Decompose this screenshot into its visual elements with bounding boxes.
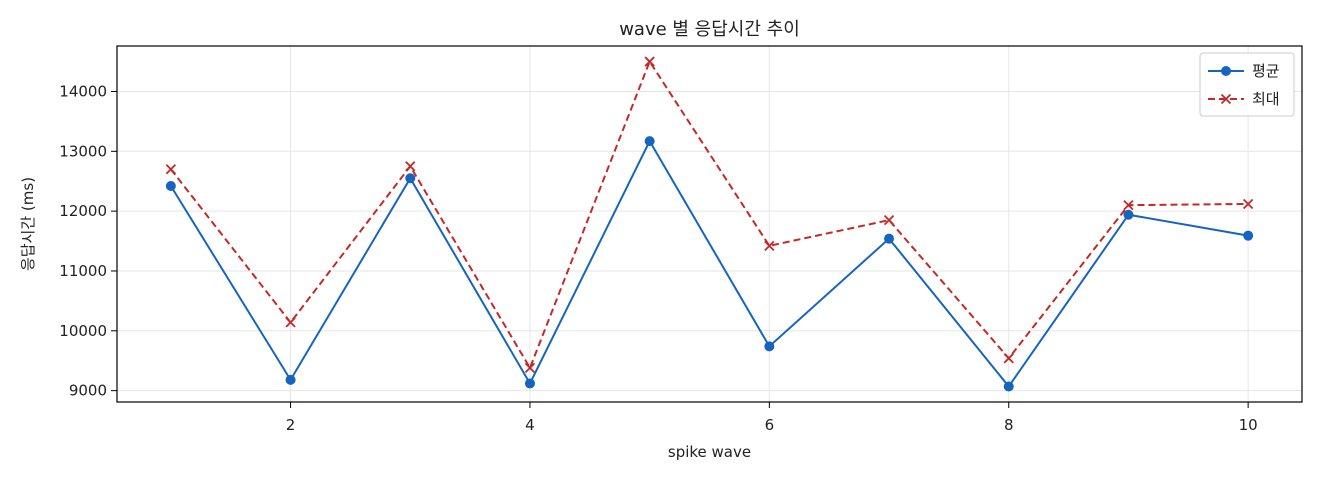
x-axis-label: spike wave <box>668 443 751 461</box>
series-2 <box>165 56 1254 374</box>
series-line <box>170 139 1249 389</box>
chart-title: wave 별 응답시간 추이 <box>619 19 800 40</box>
x-tick-label: 10 <box>1239 416 1258 434</box>
data-point <box>285 374 296 385</box>
ticks-layer: 2 4 6 8 10 9000 10000 11000 12000 13000 14000 <box>59 82 1257 434</box>
data-point <box>764 341 775 352</box>
data-point <box>165 181 176 192</box>
data-point <box>764 240 775 251</box>
y-tick-label: 9000 <box>69 382 107 400</box>
data-point <box>285 317 296 328</box>
data-point <box>1003 381 1014 392</box>
data-point <box>1003 353 1014 364</box>
data-point <box>644 56 655 67</box>
y-tick-label: 13000 <box>59 142 107 160</box>
legend-marker <box>1221 66 1231 76</box>
series-layer <box>165 56 1254 392</box>
x-tick-label: 2 <box>286 416 296 434</box>
data-point <box>1123 209 1134 220</box>
series-1 <box>165 136 1254 392</box>
data-point <box>883 214 895 226</box>
y-tick-label: 12000 <box>59 202 107 220</box>
data-point <box>405 173 416 184</box>
data-point <box>165 164 177 175</box>
x-tick-label: 8 <box>1004 416 1014 434</box>
legend-label: 평균 <box>1252 62 1280 80</box>
data-point <box>1123 200 1134 211</box>
legend-item: 최대 <box>1208 90 1280 108</box>
legend-marker <box>1220 93 1232 105</box>
legend-label: 최대 <box>1252 90 1280 108</box>
data-point <box>1243 230 1254 241</box>
y-tick-label: 11000 <box>59 262 107 280</box>
x-tick-label: 6 <box>765 416 775 434</box>
data-point <box>524 362 536 374</box>
data-point <box>524 378 535 389</box>
data-point <box>1243 198 1254 210</box>
legend-box <box>1199 52 1295 117</box>
y-tick-label: 10000 <box>59 322 107 340</box>
grid-layer <box>117 46 1302 402</box>
legend-item: 평균 <box>1208 62 1280 80</box>
x-tick-label: 4 <box>525 416 535 434</box>
y-axis-label: 응답시간 (ms) <box>19 177 37 271</box>
data-point <box>644 136 655 147</box>
series-line <box>170 59 1249 371</box>
data-point <box>405 161 416 172</box>
data-point <box>884 233 895 244</box>
plot-frame <box>116 45 1303 403</box>
y-tick-label: 14000 <box>59 82 107 100</box>
